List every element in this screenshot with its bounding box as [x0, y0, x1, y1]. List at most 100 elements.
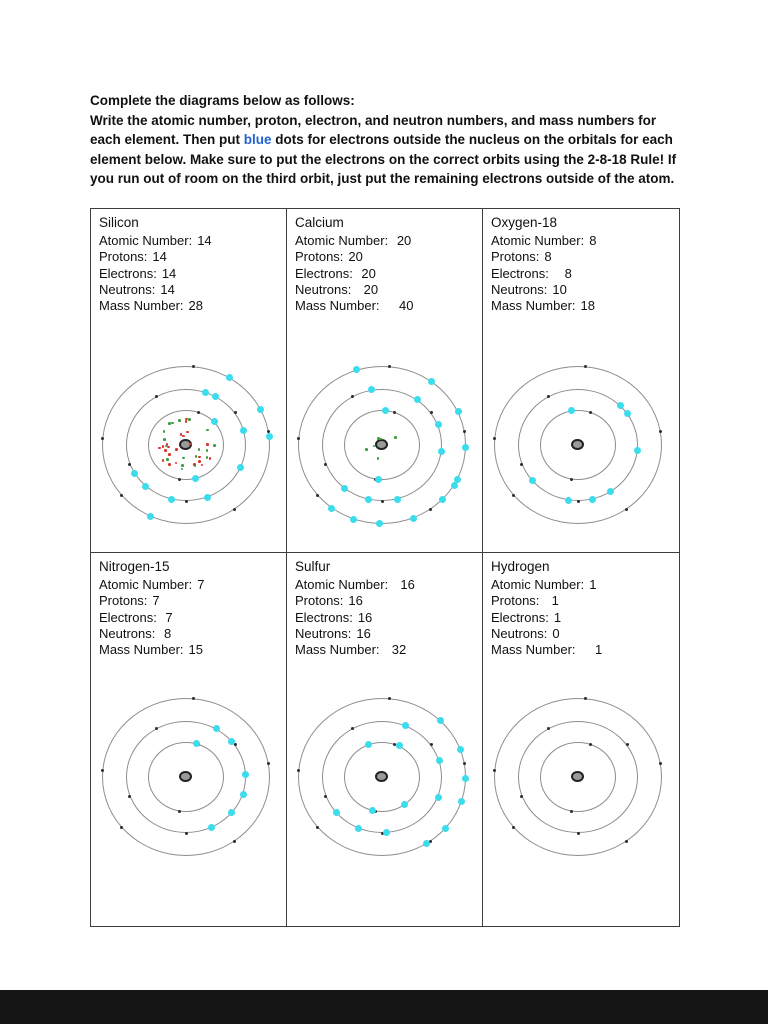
mass-number-label: Mass Number: — [491, 642, 576, 658]
neutron-dot — [171, 421, 174, 425]
electrons-field: Electrons: 20 — [295, 266, 474, 282]
electron-dot — [237, 464, 245, 472]
neutron-dot — [376, 457, 380, 460]
electron-dot — [382, 829, 390, 837]
protons-label: Protons: — [491, 249, 540, 265]
orbit-tick-dot — [659, 761, 663, 765]
orbit-tick-dot — [463, 761, 467, 765]
element-name: Sulfur — [295, 559, 331, 574]
atom-diagram-calcium — [287, 361, 483, 541]
atomic-number-label: Atomic Number: — [99, 577, 193, 593]
electron-dot — [349, 515, 357, 523]
atomic-number-field: Atomic Number: 8 — [491, 233, 671, 249]
neutron-dot — [365, 448, 368, 451]
neutron-dot — [205, 456, 209, 459]
electron-dot — [394, 495, 402, 503]
neutrons-label: Neutrons: — [295, 625, 352, 641]
electron-dot — [266, 433, 274, 441]
instructions-text-after: dots for electrons outside the nucleus o… — [90, 132, 677, 186]
orbit-circle — [102, 366, 270, 524]
protons-field: Protons: 7 — [99, 593, 278, 609]
orbit-tick-dot — [583, 696, 587, 700]
mass-number-label: Mass Number: — [491, 298, 576, 314]
neutrons-label: Neutrons: — [491, 625, 548, 641]
blue-word: blue — [243, 132, 272, 147]
neutron-dot — [194, 455, 198, 459]
neutrons-field: Neutrons: 14 — [99, 282, 278, 298]
electron-dot — [228, 737, 236, 745]
electron-dot — [192, 475, 200, 483]
neutron-dot — [188, 418, 192, 421]
proton-dot — [184, 419, 188, 423]
mass-number-label: Mass Number: — [99, 642, 184, 658]
nucleus — [571, 439, 584, 450]
element-name: Nitrogen-15 — [99, 559, 170, 574]
electrons-value: 1 — [553, 609, 562, 625]
electrons-field: Electrons: 1 — [491, 610, 671, 626]
atomic-number-field: Atomic Number: 16 — [295, 577, 474, 593]
mass-number-value: 32 — [384, 642, 407, 658]
atomic-number-value: 20 — [393, 233, 412, 249]
orbit-tick-dot — [296, 436, 300, 440]
electron-dot — [624, 410, 632, 418]
proton-dot — [168, 453, 171, 456]
electron-dot — [453, 476, 461, 484]
neutron-dot — [162, 430, 166, 433]
electron-dot — [332, 809, 340, 817]
protons-label: Protons: — [491, 593, 540, 609]
electron-dot — [142, 483, 150, 491]
electron-dot — [434, 421, 442, 429]
protons-field: Protons: 16 — [295, 593, 474, 609]
element-name: Oxygen-18 — [491, 215, 558, 230]
protons-label: Protons: — [99, 593, 148, 609]
orbit-tick-dot — [267, 429, 271, 433]
neutrons-label: Neutrons: — [99, 625, 156, 641]
neutrons-value: 20 — [356, 281, 379, 297]
neutrons-field: Neutrons: 10 — [491, 282, 671, 298]
mass-number-field: Mass Number: 15 — [99, 642, 278, 658]
orbit-tick-dot — [492, 768, 496, 772]
proton-dot — [186, 430, 189, 434]
elements-table: Silicon Atomic Number: 14 Protons: 14 Elec… — [90, 208, 680, 927]
electron-dot — [434, 793, 442, 801]
electron-dot — [340, 485, 348, 493]
proton-dot — [174, 461, 178, 465]
electrons-field: Electrons: 16 — [295, 610, 474, 626]
electron-dot — [458, 797, 466, 805]
electron-dot — [242, 770, 250, 778]
orbit-tick-dot — [428, 840, 432, 844]
orbit-tick-dot — [512, 826, 516, 830]
mass-number-label: Mass Number: — [295, 298, 380, 314]
mass-number-field: Mass Number: 32 — [295, 642, 474, 658]
electron-dot — [365, 496, 372, 504]
neutron-dot — [182, 456, 185, 460]
orbit-tick-dot — [316, 494, 320, 498]
electron-dot — [228, 809, 236, 817]
electrons-label: Electrons: — [295, 609, 353, 625]
element-cell-sulfur: Sulfur Atomic Number: 16 Protons: 16 Elec… — [287, 553, 483, 926]
protons-label: Protons: — [295, 249, 344, 265]
electron-dot — [211, 392, 219, 400]
neutron-dot — [180, 467, 184, 471]
electron-dot — [327, 504, 335, 512]
orbit-tick-dot — [191, 696, 195, 700]
neutrons-label: Neutrons: — [99, 281, 156, 297]
electrons-value: 14 — [161, 265, 177, 281]
neutron-dot — [181, 464, 184, 467]
neutrons-field: Neutrons: 8 — [99, 626, 278, 642]
neutron-dot — [205, 428, 209, 432]
electrons-field: Electrons: 7 — [99, 610, 278, 626]
orbit-tick-dot — [583, 364, 587, 368]
orbit-tick-dot — [296, 768, 300, 772]
mass-number-field: Mass Number: 40 — [295, 298, 474, 314]
atomic-number-label: Atomic Number: — [295, 577, 389, 593]
protons-value: 14 — [152, 249, 167, 265]
protons-value: 1 — [544, 593, 559, 609]
neutron-dot — [213, 444, 216, 447]
mass-number-field: Mass Number: 28 — [99, 298, 278, 314]
electron-dot — [409, 514, 417, 522]
proton-dot — [208, 457, 212, 460]
protons-value: 7 — [152, 593, 160, 609]
nucleus — [179, 771, 192, 782]
